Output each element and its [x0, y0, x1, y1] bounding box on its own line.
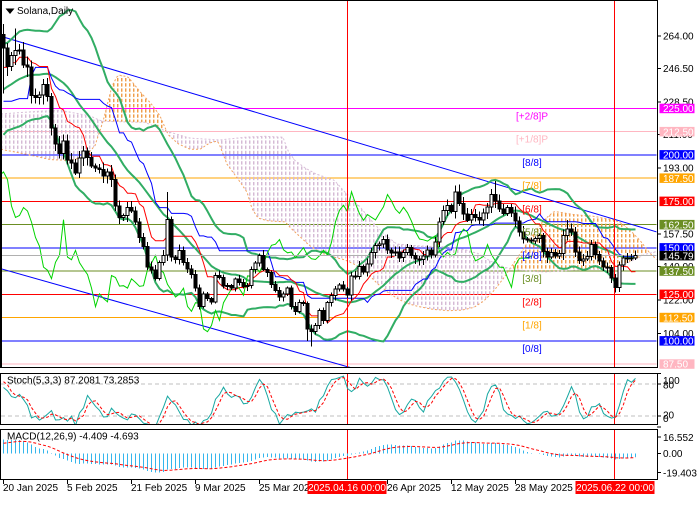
svg-text:5 Feb 2025: 5 Feb 2025: [67, 483, 118, 494]
svg-text:157.50: 157.50: [663, 230, 694, 241]
svg-text:[+1/8]P: [+1/8]P: [516, 135, 548, 146]
svg-text:21 Feb 2025: 21 Feb 2025: [131, 483, 188, 494]
svg-text:122.00: 122.00: [663, 296, 694, 307]
svg-text:Solana,Daily: Solana,Daily: [17, 6, 73, 17]
svg-text:[4/8]: [4/8]: [522, 251, 542, 262]
svg-text:[7/8]: [7/8]: [522, 181, 542, 192]
svg-text:150.00: 150.00: [663, 244, 694, 255]
svg-text:20 Jan 2025: 20 Jan 2025: [3, 483, 58, 494]
svg-text:[3/8]: [3/8]: [522, 274, 542, 285]
svg-text:2025.04.16 00:00: 2025.04.16 00:00: [308, 483, 386, 494]
svg-text:200.00: 200.00: [663, 151, 694, 162]
svg-text:0.00: 0.00: [663, 449, 683, 460]
svg-text:80: 80: [663, 380, 675, 391]
svg-text:25 Mar 2025: 25 Mar 2025: [259, 483, 316, 494]
svg-text:100: 100: [663, 376, 680, 387]
svg-text:100.00: 100.00: [663, 337, 694, 348]
svg-text:[6/8]: [6/8]: [522, 204, 542, 215]
svg-text:[8/8]: [8/8]: [522, 158, 542, 169]
svg-text:228.50: 228.50: [663, 98, 694, 109]
svg-text:12 May 2025: 12 May 2025: [451, 483, 509, 494]
svg-text:20: 20: [663, 410, 675, 421]
svg-text:193.00: 193.00: [663, 164, 694, 175]
svg-text:137.50: 137.50: [663, 267, 694, 278]
svg-text:[2/8]: [2/8]: [522, 297, 542, 308]
svg-text:0: 0: [663, 414, 669, 425]
svg-text:175.00: 175.00: [663, 197, 694, 208]
svg-text:-19.403: -19.403: [663, 468, 697, 479]
svg-text:Stoch(5,3,3) 87.2081 73.2853: Stoch(5,3,3) 87.2081 73.2853: [7, 376, 140, 387]
svg-text:2025.06.22 00:00: 2025.06.22 00:00: [576, 483, 654, 494]
svg-text:[1/8]: [1/8]: [522, 321, 542, 332]
svg-text:28 May 2025: 28 May 2025: [515, 483, 573, 494]
svg-text:87.50: 87.50: [663, 360, 688, 371]
svg-text:16.552: 16.552: [663, 433, 694, 444]
svg-text:187.50: 187.50: [663, 174, 694, 185]
svg-text:[5/8]: [5/8]: [522, 228, 542, 239]
svg-text:104.00: 104.00: [663, 329, 694, 340]
svg-text:264.00: 264.00: [663, 32, 694, 43]
svg-text:112.50: 112.50: [663, 313, 693, 324]
svg-text:145.79: 145.79: [663, 251, 694, 262]
svg-text:9 Mar 2025: 9 Mar 2025: [195, 483, 246, 494]
svg-text:212.50: 212.50: [663, 127, 694, 138]
svg-text:MACD(12,26,9) -4.409 -4.693: MACD(12,26,9) -4.409 -4.693: [7, 432, 139, 443]
svg-text:162.50: 162.50: [663, 220, 694, 231]
svg-text:246.50: 246.50: [663, 64, 694, 75]
svg-text:225.00: 225.00: [663, 104, 694, 115]
svg-text:[+2/8]P: [+2/8]P: [516, 111, 548, 122]
svg-text:125.00: 125.00: [663, 290, 694, 301]
svg-text:[0/8]: [0/8]: [522, 344, 542, 355]
svg-text:26 Apr 2025: 26 Apr 2025: [387, 483, 441, 494]
